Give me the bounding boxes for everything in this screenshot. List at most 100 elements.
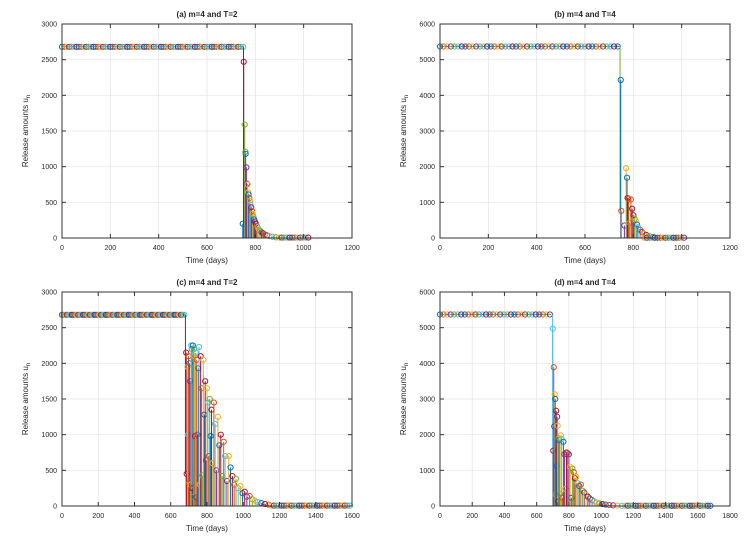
subplot-title: (c) m=4 and T=2 [177,278,238,287]
y-tick-label: 2000 [41,93,57,100]
y-ticks [62,291,352,507]
subplot-title: (d) m=4 and T=4 [554,278,616,287]
x-tick-label: 1600 [344,513,360,520]
plot-svg-a: 0 200 400 600 800 1000 1200 0 500 1000 1500 2000 250… [0,0,378,268]
plateau-markers [436,43,621,50]
y-tick-label: 500 [45,468,57,475]
subplot-title: (b) m=4 and T=4 [554,10,616,19]
plateau-markers [58,43,247,50]
x-tick-label: 600 [531,513,543,520]
x-tick-label: 400 [153,245,165,252]
y-tick-label: 2000 [41,361,57,368]
grid-lines [440,24,730,238]
y-tick-label: 4000 [419,93,435,100]
y-tick-label: 5000 [419,325,435,332]
x-axis-label: Time (days) [186,524,228,533]
x-tick-label: 1400 [658,513,674,520]
x-tick-label: 200 [92,513,104,520]
y-tick-label: 1000 [41,432,57,439]
subplot-a: 0 200 400 600 800 1000 1200 0 500 1000 1500 2000 250… [0,0,378,268]
y-tick-label: 3000 [419,129,435,136]
stem-series [549,325,626,509]
y-tick-label: 2000 [419,164,435,171]
y-axis-label: Release amounts un [21,95,32,167]
y-ticks [440,23,730,239]
x-tick-label: 1200 [626,513,642,520]
x-ticks [61,292,353,506]
y-tick-label: 6000 [419,22,435,29]
y-tick-label: 2500 [41,57,57,64]
y-tick-label: 3000 [41,290,57,297]
stem-series [183,342,272,508]
x-axis-label: Time (days) [186,256,228,265]
x-ticks [61,24,353,238]
x-tick-label: 0 [60,245,64,252]
x-axis-label: Time (days) [564,256,606,265]
x-tick-label: 800 [249,245,261,252]
y-tick-label: 500 [45,200,57,207]
subplot-c: 0 200 400 600 800 1000 1200 1400 1600 0 500 1000 150… [0,268,378,536]
plot-svg-b: 0 200 400 600 800 1000 1200 0 1000 2000 3000 4000 50… [378,0,756,268]
x-tick-label: 200 [104,245,116,252]
x-tick-label: 200 [482,245,494,252]
y-ticks [62,23,352,239]
x-axis-label: Time (days) [564,524,606,533]
x-tick-label: 1000 [235,513,251,520]
x-tick-label: 200 [466,513,478,520]
y-tick-label: 6000 [419,290,435,297]
x-tick-label: 0 [60,513,64,520]
x-tick-label: 1800 [722,513,738,520]
x-tick-label: 1200 [344,245,360,252]
y-tick-label: 0 [53,504,57,511]
x-tick-label: 800 [201,513,213,520]
plateau-markers [58,311,188,318]
x-tick-label: 400 [129,513,141,520]
subplot-d: 0 200 400 600 800 1000 1200 1400 1600 1800 0 1000 20… [378,268,756,536]
stem-series [239,58,279,241]
y-tick-label: 1000 [41,164,57,171]
x-tick-label: 1000 [593,513,609,520]
y-ticks [440,291,730,507]
plot-svg-c: 0 200 400 600 800 1000 1200 1400 1600 0 500 1000 150… [0,268,378,536]
y-axis-label: Release amounts un [21,363,32,435]
y-axis-label: Release amounts un [399,363,410,435]
x-tick-label: 1200 [272,513,288,520]
x-tick-label: 600 [579,245,591,252]
y-tick-label: 4000 [419,361,435,368]
subplot-title: (a) m=4 and T=2 [177,10,238,19]
subplot-b: 0 200 400 600 800 1000 1200 0 1000 2000 3000 4000 50… [378,0,756,268]
x-tick-label: 1200 [722,245,738,252]
grid-lines [440,292,730,506]
y-tick-label: 0 [431,236,435,243]
y-tick-label: 0 [53,236,57,243]
x-tick-label: 1600 [690,513,706,520]
x-tick-label: 1000 [674,245,690,252]
x-tick-label: 1000 [296,245,312,252]
plot-svg-d: 0 200 400 600 800 1000 1200 1400 1600 1800 0 1000 20… [378,268,756,536]
x-tick-label: 400 [531,245,543,252]
x-tick-label: 1400 [308,513,324,520]
x-tick-label: 400 [499,513,511,520]
x-tick-label: 0 [438,513,442,520]
y-tick-label: 1000 [419,468,435,475]
stem-series [617,76,657,241]
x-tick-label: 800 [627,245,639,252]
y-tick-label: 1000 [419,200,435,207]
y-tick-label: 1500 [41,397,57,404]
y-tick-label: 0 [431,504,435,511]
plateau-markers [436,311,553,318]
y-tick-label: 2000 [419,432,435,439]
x-ticks [439,292,731,506]
y-tick-label: 2500 [41,325,57,332]
y-axis-label: Release amounts un [399,95,410,167]
y-tick-label: 1500 [41,129,57,136]
y-tick-label: 3000 [41,22,57,29]
x-ticks [439,24,731,238]
grid-lines [62,24,352,238]
x-tick-label: 800 [563,513,575,520]
x-tick-label: 600 [165,513,177,520]
x-tick-label: 600 [201,245,213,252]
y-tick-label: 3000 [419,397,435,404]
x-tick-label: 0 [438,245,442,252]
